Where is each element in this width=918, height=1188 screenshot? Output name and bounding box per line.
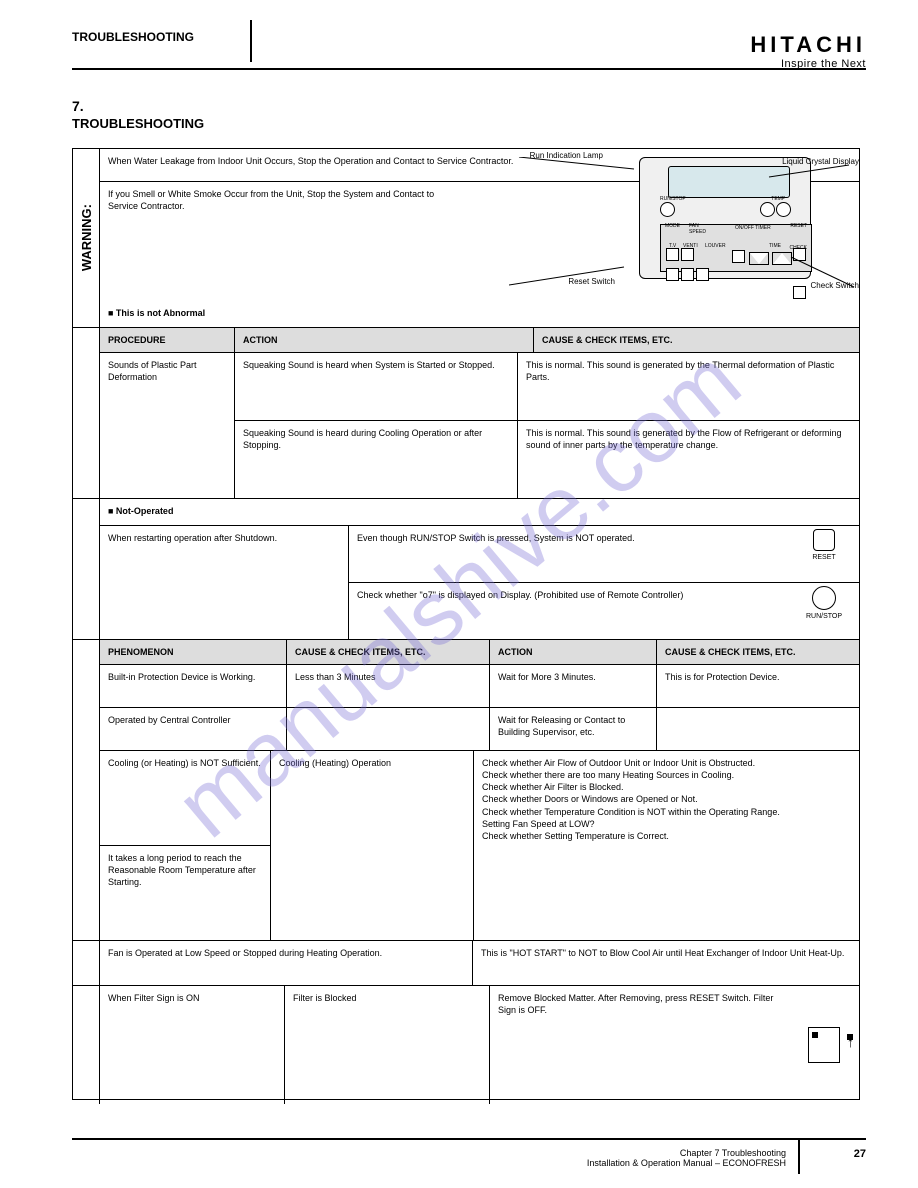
action-header-2: ACTION <box>490 640 657 664</box>
phenom-header: PHENOMENON <box>100 640 287 664</box>
fan-cause: This is "HOT START" to NOT to Blow Cool … <box>473 941 859 985</box>
temp-up-icon <box>776 202 791 217</box>
cool-phenom-2: It takes a long period to reach the Reas… <box>100 846 270 940</box>
pd-row1-c1: Built-in Protection Device is Working. <box>100 665 287 707</box>
sounds-action-2: Squeaking Sound is heard during Cooling … <box>235 421 517 498</box>
filter-action: Remove Blocked Matter. After Removing, p… <box>490 986 789 1104</box>
reset-icon-label: RESET <box>789 554 859 561</box>
procedure-header: PROCEDURE <box>100 328 235 352</box>
time-label: TIME <box>769 243 781 249</box>
pd-row2-c1: Operated by Central Controller <box>100 708 287 750</box>
header-divider <box>250 20 252 62</box>
louver-label: LOUVER <box>705 243 726 249</box>
page-number: 27 <box>854 1148 866 1160</box>
runstop-icon-label: RUN/STOP <box>789 613 859 620</box>
venti-label: VENTI <box>683 243 698 249</box>
header-rule <box>72 68 866 70</box>
onoff-timer-label: ON/OFF TIMER <box>735 225 771 231</box>
pd-row1-c3: Wait for More 3 Minutes. <box>490 665 657 707</box>
remote-controller-diagram: RUN/STOP TEMP MODE FAN SPEED <box>629 157 829 297</box>
runstop-button-icon-2 <box>812 586 836 610</box>
sounds-proc: Sounds of Plastic PartDeformation <box>100 353 235 498</box>
sounds-action-1: Squeaking Sound is heard when System is … <box>235 353 517 421</box>
reset-label-icon: RESET <box>790 223 807 229</box>
cause-header-3: CAUSE & CHECK ITEMS, ETC. <box>657 640 859 664</box>
cool-phenom-1: Cooling (or Heating) is NOT Sufficient. <box>100 751 270 846</box>
pd-row2-c4 <box>657 708 859 750</box>
fan-phenom: Fan is Operated at Low Speed or Stopped … <box>100 941 473 985</box>
not-abnormal-title: ■ This is not Abnormal <box>100 301 213 325</box>
check-label-icon: CHECK <box>789 245 807 251</box>
filter-phenom: When Filter Sign is ON <box>100 986 285 1104</box>
pd-row1-c4: This is for Protection Device. <box>657 665 859 707</box>
restart-col1: When restarting operation after Shutdown… <box>100 526 349 639</box>
pd-row2-c3: Wait for Releasing or Contact to Buildin… <box>490 708 657 750</box>
tv-label: T.V <box>669 243 676 249</box>
sounds-cause-1: This is normal. This sound is generated … <box>518 353 859 421</box>
cause-header-1: CAUSE & CHECK ITEMS, ETC. <box>534 328 859 352</box>
cool-checklist: Check whether Air Flow of Outdoor Unit o… <box>474 751 859 940</box>
brand-logo: HITACHI <box>750 32 866 58</box>
temp-label: TEMP <box>771 196 785 202</box>
action-header-1: ACTION <box>235 328 534 352</box>
callout-run: Run Indication Lamp <box>522 145 611 168</box>
lcd-icon <box>668 166 790 198</box>
cause-header-2: CAUSE & CHECK ITEMS, ETC. <box>287 640 490 664</box>
troubleshooting-table: WARNING: When Water Leakage from Indoor … <box>72 148 860 1100</box>
sounds-cause-2: This is normal. This sound is generated … <box>518 421 859 498</box>
cool-cause: Cooling (Heating) Operation <box>271 751 474 940</box>
footer-divider <box>798 1140 800 1174</box>
temp-down-icon <box>760 202 775 217</box>
fanspeed-label: FAN SPEED <box>689 223 706 235</box>
filter-cause: Filter is Blocked <box>285 986 490 1104</box>
runstop-button-icon <box>660 202 675 217</box>
warning-label: WARNING: <box>79 204 94 271</box>
reset-button-icon <box>813 529 835 551</box>
header-title: TROUBLESHOOTING <box>72 30 194 44</box>
section-number: 7. <box>72 98 866 114</box>
callout-lcd: Liquid Crystal Display <box>774 151 867 174</box>
filter-icon <box>808 1027 840 1063</box>
not-operated-title: ■ Not-Operated <box>100 499 859 526</box>
callout-check: Check Switch <box>803 275 867 298</box>
footer-rule <box>72 1138 866 1140</box>
pd-row1-c2: Less than 3 Minutes <box>287 665 490 707</box>
runstop-label: RUN/STOP <box>660 196 686 202</box>
footer-text: Chapter 7 TroubleshootingInstallation & … <box>587 1148 786 1168</box>
section-title: TROUBLESHOOTING <box>72 116 866 131</box>
warning-text-2: If you Smell or White Smoke Occur from t… <box>100 182 446 218</box>
pd-row2-c2 <box>287 708 490 750</box>
restart-col3: Check whether "o7" is displayed on Displ… <box>349 583 789 639</box>
mode-label: MODE <box>665 223 680 229</box>
restart-col2: Even though RUN/STOP Switch is pressed, … <box>349 526 789 582</box>
callout-reset: Reset Switch <box>560 271 623 294</box>
